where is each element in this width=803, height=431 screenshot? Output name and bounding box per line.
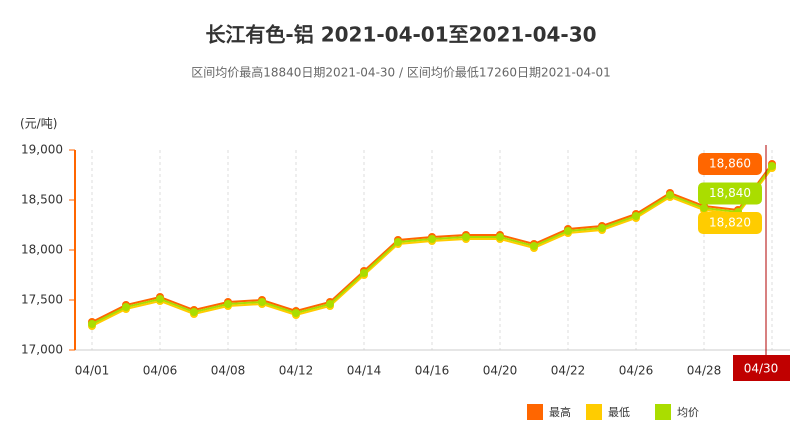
point: [190, 308, 198, 316]
point: [632, 212, 640, 220]
x-tick-label: 04/22: [551, 364, 586, 378]
x-tick-label: 04/26: [619, 364, 654, 378]
point: [564, 227, 572, 235]
y-tick-label: 17,500: [21, 293, 63, 307]
legend-swatch: [655, 404, 671, 420]
point: [88, 320, 96, 328]
point: [156, 295, 164, 303]
point: [462, 233, 470, 241]
point: [394, 238, 402, 246]
legend-swatch: [586, 404, 602, 420]
x-tick-label: 04/01: [75, 364, 110, 378]
y-tick-label: 18,500: [21, 193, 63, 207]
chart-title: 长江有色-铝 2021-04-01至2021-04-30: [205, 23, 596, 47]
tooltip-value: 18,820: [709, 216, 751, 230]
tooltip-date: 04/30: [744, 362, 779, 376]
tooltip-value: 18,860: [709, 157, 751, 171]
chart-subtitle: 区间均价最高18840日期2021-04-30 / 区间均价最低17260日期2…: [191, 65, 611, 80]
point: [428, 235, 436, 243]
legend-label: 最高: [549, 405, 571, 419]
legend-label: 最低: [608, 406, 630, 419]
x-tick-label: 04/14: [347, 364, 382, 378]
point: [326, 300, 334, 308]
x-tick-label: 04/20: [483, 364, 518, 378]
point: [292, 309, 300, 317]
y-tick-label: 19,000: [21, 143, 63, 157]
tooltip-date-box: [733, 355, 790, 381]
x-tick-label: 04/08: [211, 364, 246, 378]
y-axis-label: (元/吨): [20, 117, 57, 131]
point: [530, 242, 538, 250]
point: [666, 191, 674, 199]
tooltip-box: [698, 153, 762, 175]
x-tick-label: 04/28: [687, 364, 722, 378]
x-tick-label: 04/16: [415, 364, 450, 378]
point: [496, 233, 504, 241]
legend-swatch: [527, 404, 543, 420]
point: [122, 303, 130, 311]
point: [598, 224, 606, 232]
point: [258, 298, 266, 306]
tooltip-box: [698, 182, 762, 205]
point: [224, 300, 232, 308]
tooltip-value: 18,840: [709, 186, 751, 200]
y-tick-label: 18,000: [21, 243, 63, 257]
x-tick-label: 04/12: [279, 364, 314, 378]
point: [768, 162, 776, 170]
tooltip-box: [698, 212, 762, 234]
point: [700, 204, 708, 212]
x-tick-label: 04/06: [143, 364, 178, 378]
legend-label: 均价: [677, 406, 699, 419]
point: [360, 269, 368, 277]
y-tick-label: 17,000: [21, 343, 63, 357]
